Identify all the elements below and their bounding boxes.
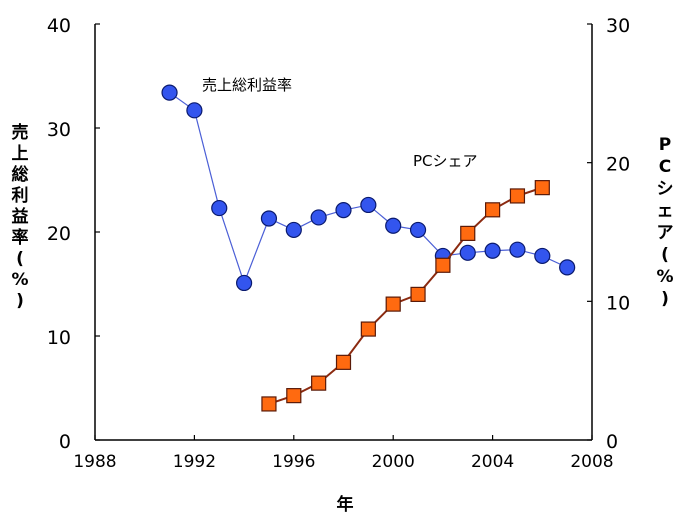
y-axis-title-left-char: 率 [12, 227, 29, 248]
y-axis-title-right-char: シ [657, 179, 674, 199]
data-point-square [435, 257, 451, 273]
chart-series [161, 84, 576, 412]
series-line-2 [268, 186, 543, 405]
data-point-square [261, 396, 277, 412]
y-axis-title-left-char: ) [16, 291, 24, 311]
x-tick-label: 2008 [570, 452, 613, 472]
data-point-circle [161, 84, 178, 101]
data-point-circle [236, 274, 253, 292]
data-point-square [385, 296, 401, 312]
x-tick-label: 2004 [471, 452, 514, 472]
y-axis-title-right-char: ア [657, 223, 674, 243]
chart-ticks: 0 10 20 30 40 0 10 20 30 1988 1992 1996 2000 2004 2008 [47, 15, 630, 472]
data-point-square [311, 375, 327, 391]
data-point-square [485, 202, 501, 218]
y-axis-title-right-char: ( [661, 245, 669, 265]
data-point-circle [409, 221, 427, 239]
y-axis-title-left-char: 上 [12, 144, 29, 164]
data-point-circle [559, 259, 576, 276]
y-tick-label-left: 30 [47, 119, 71, 141]
data-point-circle [385, 217, 402, 234]
y-tick-label-right: 30 [606, 15, 630, 37]
data-point-square [286, 388, 302, 404]
y-tick-label-right: 10 [606, 292, 630, 314]
data-point-circle [360, 196, 377, 214]
y-tick-label-left: 0 [59, 431, 71, 453]
y-axis-title-left-char: 総 [12, 164, 29, 185]
chart-labels: 売上総利益率 PCシェア 年 売上総利益率(%)PCシェア(%) [11, 76, 673, 515]
data-point-square [460, 225, 476, 241]
data-point-circle [285, 221, 302, 239]
y-axis-title-right-char: C [659, 157, 671, 177]
data-point-circle [509, 241, 526, 258]
y-tick-label-right: 20 [606, 154, 630, 176]
data-point-square [509, 188, 526, 204]
x-tick-label: 2000 [372, 452, 415, 472]
x-tick-label: 1996 [272, 452, 315, 472]
annotation-pc-share: PCシェア [413, 152, 478, 170]
y-axis-title-left-char: 利 [12, 185, 29, 206]
y-axis-title-left-char: 益 [12, 206, 29, 227]
y-axis-title-left-char: ( [16, 249, 24, 269]
annotation-gross-margin: 売上総利益率 [202, 76, 292, 94]
x-tick-label: 1988 [73, 452, 116, 472]
y-axis-title-right-char: ) [661, 289, 669, 309]
data-point-circle [260, 210, 278, 227]
y-axis-title-left-char: 売 [12, 122, 29, 143]
data-point-square [335, 354, 352, 370]
data-point-square [410, 286, 426, 302]
y-tick-label-left: 40 [47, 15, 71, 37]
y-axis-title-left-char: % [11, 270, 28, 290]
series-line-1 [169, 92, 568, 285]
data-point-circle [211, 199, 228, 217]
data-point-circle [335, 202, 352, 219]
data-point-circle [534, 247, 551, 265]
data-point-circle [484, 242, 501, 259]
x-axis-title: 年 [337, 494, 354, 515]
y-tick-label-left: 10 [47, 327, 71, 349]
x-tick-label: 1992 [173, 452, 216, 472]
data-point-square [534, 180, 550, 196]
y-axis-title-right-char: ェ [657, 201, 674, 221]
data-point-circle [459, 244, 476, 261]
y-axis-title-right-char: % [656, 267, 673, 287]
data-point-square [360, 321, 376, 337]
data-point-circle [310, 209, 327, 226]
y-tick-label-left: 20 [47, 223, 71, 245]
y-tick-label-right: 0 [606, 431, 618, 453]
y-axis-title-right: PCシェア(%) [656, 135, 673, 309]
y-axis-title-right-char: P [659, 135, 671, 155]
data-point-circle [186, 102, 203, 119]
y-axis-title-left: 売上総利益率(%) [11, 122, 28, 311]
